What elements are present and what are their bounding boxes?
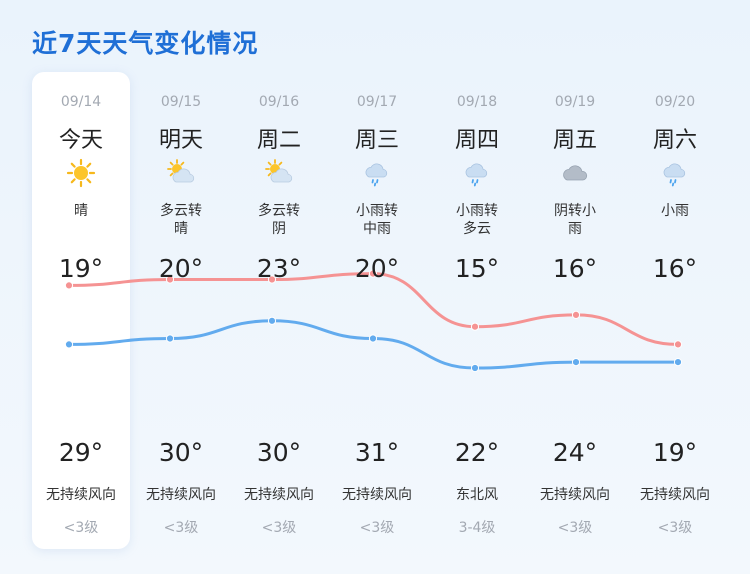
rain-cloud-icon <box>362 158 392 188</box>
day-low-temperature: 22° <box>454 438 500 467</box>
day-column-09-16[interactable]: 09/16 周二 多云转 阴 23° 30° 无持续风向 <3级 <box>230 72 328 549</box>
day-wind-direction: 东北风 <box>456 487 498 503</box>
low-temp-point-09-20 <box>673 358 683 367</box>
day-high-temperature: 19° <box>58 254 104 283</box>
day-wind-level: 3-4级 <box>458 520 496 536</box>
day-description-line2: 多云 <box>463 221 491 237</box>
high-temperature-points <box>64 269 683 349</box>
day-high-temperature: 20° <box>158 254 204 283</box>
partly-cloudy-icon <box>264 158 294 188</box>
today-highlight-card <box>32 72 130 549</box>
high-temp-point-09-19 <box>571 310 581 319</box>
day-column-09-15[interactable]: 09/15 明天 多云转 晴 20° 30° 无持续风向 <3级 <box>132 72 230 549</box>
day-description: 多云转 阴 <box>230 202 328 238</box>
day-column-09-14[interactable]: 09/14 今天 晴 19° 29° 无持续风向 <3级 <box>32 72 130 549</box>
high-temp-point-09-17 <box>368 269 378 278</box>
overcast-cloud-icon <box>560 158 590 188</box>
day-description: 小雨转 中雨 <box>328 202 426 238</box>
day-weekday: 今天 <box>58 128 103 153</box>
day-description: 晴 <box>32 202 130 220</box>
day-weekday: 周三 <box>354 128 399 153</box>
day-low-temperature: 30° <box>256 438 302 467</box>
day-date: 09/14 <box>60 94 102 110</box>
low-temp-point-09-16 <box>267 316 277 325</box>
day-description: 小雨 <box>626 202 724 220</box>
rain-cloud-icon <box>462 158 492 188</box>
low-temp-point-09-19 <box>571 358 581 367</box>
low-temp-point-09-15 <box>165 334 175 343</box>
day-description-line1: 多云转 <box>160 203 202 219</box>
day-wind-direction: 无持续风向 <box>342 487 412 503</box>
day-low-temperature: 30° <box>158 438 204 467</box>
day-low-temperature: 24° <box>552 438 598 467</box>
day-weekday: 周四 <box>454 128 499 153</box>
day-wind-direction: 无持续风向 <box>146 487 216 503</box>
day-wind-direction: 无持续风向 <box>640 487 710 503</box>
partly-cloudy-icon <box>166 158 196 188</box>
day-column-09-17[interactable]: 09/17 周三 小雨转 中雨 20° 31° 无持续风向 <3级 <box>328 72 426 549</box>
day-description-line2: 中雨 <box>363 221 391 237</box>
day-weekday: 周五 <box>552 128 597 153</box>
day-high-temperature: 16° <box>652 254 698 283</box>
day-description-line2: 晴 <box>174 221 188 237</box>
high-temp-point-09-14 <box>64 281 74 290</box>
low-temp-point-09-17 <box>368 334 378 343</box>
day-wind-level: <3级 <box>557 520 593 536</box>
day-wind-direction: 无持续风向 <box>540 487 610 503</box>
day-low-temperature: 31° <box>354 438 400 467</box>
day-description-line1: 小雨 <box>661 203 689 219</box>
day-high-temperature: 20° <box>354 254 400 283</box>
day-description-line2: 阴 <box>272 221 286 237</box>
day-weekday: 周六 <box>652 128 697 153</box>
day-column-09-19[interactable]: 09/19 周五 阴转小 雨 16° 24° 无持续风向 <3级 <box>526 72 624 549</box>
day-wind-level: <3级 <box>163 520 199 536</box>
day-description-line1: 多云转 <box>258 203 300 219</box>
day-description-line1: 小雨转 <box>356 203 398 219</box>
high-temp-point-09-20 <box>673 340 683 349</box>
day-column-09-20[interactable]: 09/20 周六 小雨 16° 19° 无持续风向 <3级 <box>626 72 724 549</box>
sun-icon <box>66 158 96 188</box>
day-high-temperature: 16° <box>552 254 598 283</box>
low-temp-point-09-18 <box>470 363 480 373</box>
day-column-09-18[interactable]: 09/18 周四 小雨转 多云 15° 22° 东北风 3-4级 <box>428 72 526 549</box>
day-wind-level: <3级 <box>261 520 297 536</box>
day-high-temperature: 15° <box>454 254 500 283</box>
day-description-line1: 晴 <box>74 203 88 219</box>
rain-cloud-icon <box>660 158 690 188</box>
day-weekday: 周二 <box>256 128 301 153</box>
low-temperature-points <box>64 316 683 373</box>
day-date: 09/15 <box>160 94 202 110</box>
day-weekday: 明天 <box>158 128 203 153</box>
day-wind-direction: 无持续风向 <box>244 487 314 503</box>
day-description: 小雨转 多云 <box>428 202 526 238</box>
day-description-line1: 阴转小 <box>554 203 596 219</box>
day-description: 多云转 晴 <box>132 202 230 238</box>
day-wind-level: <3级 <box>63 520 99 536</box>
day-wind-level: <3级 <box>657 520 693 536</box>
day-description-line2: 雨 <box>568 221 582 237</box>
day-wind-level: <3级 <box>359 520 395 536</box>
day-date: 09/20 <box>654 94 696 110</box>
day-date: 09/16 <box>258 94 300 110</box>
day-low-temperature: 29° <box>58 438 104 467</box>
day-date: 09/18 <box>456 94 498 110</box>
day-date: 09/17 <box>356 94 398 110</box>
day-date: 09/19 <box>554 94 596 110</box>
low-temp-point-09-14 <box>64 340 74 349</box>
day-description: 阴转小 雨 <box>526 202 624 238</box>
day-wind-direction: 无持续风向 <box>46 487 116 503</box>
high-temp-point-09-16 <box>267 275 277 284</box>
day-high-temperature: 23° <box>256 254 302 283</box>
page-title: 近7天天气变化情况 <box>32 29 259 58</box>
high-temp-point-09-15 <box>165 275 175 284</box>
day-description-line1: 小雨转 <box>456 203 498 219</box>
high-temp-point-09-18 <box>470 322 480 331</box>
day-low-temperature: 19° <box>652 438 698 467</box>
